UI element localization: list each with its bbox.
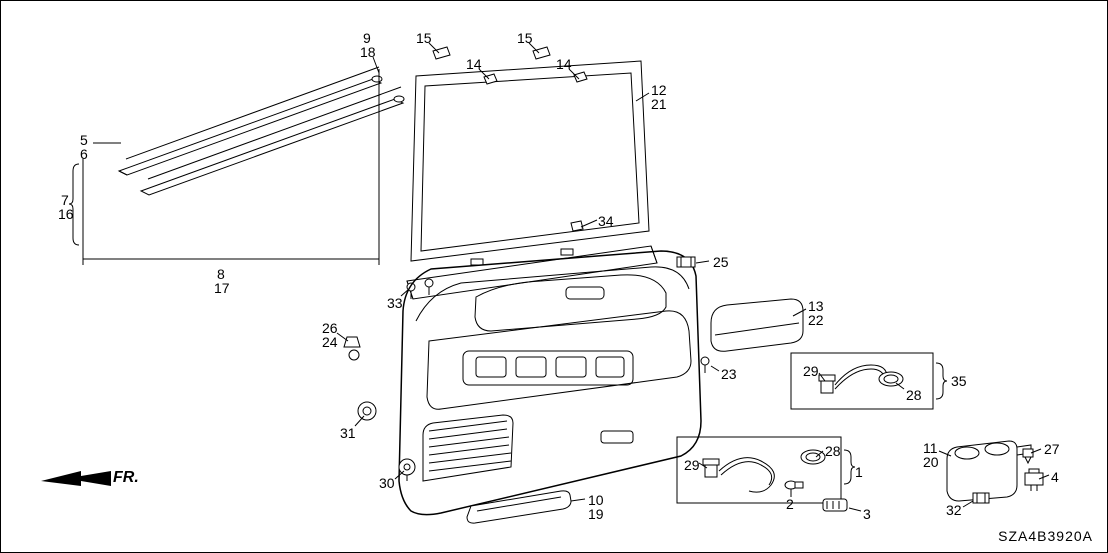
clip-25	[677, 257, 695, 267]
callout-c28b: 28	[825, 444, 841, 459]
bracket-7-16	[69, 164, 79, 245]
callout-c4: 4	[1051, 470, 1059, 485]
sunshade-frame	[407, 61, 657, 299]
callout-c3: 3	[863, 507, 871, 522]
dimension-bar	[83, 69, 379, 265]
callout-c2: 2	[786, 497, 794, 512]
callout-c30: 30	[379, 476, 395, 491]
screw-23	[701, 357, 709, 373]
group-1	[677, 437, 847, 511]
callout-c29b: 29	[684, 458, 700, 473]
fr-arrow-shape	[41, 471, 111, 486]
diagram-svg	[1, 1, 1108, 553]
callout-c32: 32	[946, 503, 962, 518]
callout-c25: 25	[713, 255, 729, 270]
upper-rails	[119, 67, 404, 195]
clip-34	[571, 221, 583, 231]
callout-c24: 24	[322, 335, 338, 350]
armrest-pad	[711, 299, 803, 351]
callout-c21: 21	[651, 97, 667, 112]
callout-c16: 16	[58, 207, 74, 222]
diagram-canvas: 9181515141412215671681734253326242313223…	[0, 0, 1108, 553]
callout-c35: 35	[951, 374, 967, 389]
callout-c15b: 15	[517, 31, 533, 46]
callout-c20: 20	[923, 455, 939, 470]
callout-c14b: 14	[556, 57, 572, 72]
callout-c15a: 15	[416, 31, 432, 46]
callout-c23: 23	[721, 367, 737, 382]
callout-c27: 27	[1044, 442, 1060, 457]
diagram-ref-code: SZA4B3920A	[998, 528, 1093, 544]
callout-c31: 31	[340, 426, 356, 441]
callout-c28a: 28	[906, 388, 922, 403]
front-direction-label: FR.	[113, 469, 139, 487]
callout-c17: 17	[214, 281, 230, 296]
switch-4	[1025, 469, 1043, 491]
clip-27	[1023, 449, 1033, 463]
callout-c1: 1	[855, 465, 863, 480]
grommet-31	[358, 402, 376, 420]
callout-c14a: 14	[466, 57, 482, 72]
callout-c22: 22	[808, 313, 824, 328]
grommet-30	[399, 459, 415, 481]
leader-lines	[93, 43, 1049, 511]
callout-c18: 18	[360, 45, 376, 60]
clip-32	[973, 493, 989, 503]
callout-c33: 33	[387, 296, 403, 311]
cup-holder	[947, 441, 1031, 501]
callout-c29a: 29	[803, 364, 819, 379]
callout-c34: 34	[598, 214, 614, 229]
callout-c6: 6	[80, 147, 88, 162]
callout-c19: 19	[588, 507, 604, 522]
